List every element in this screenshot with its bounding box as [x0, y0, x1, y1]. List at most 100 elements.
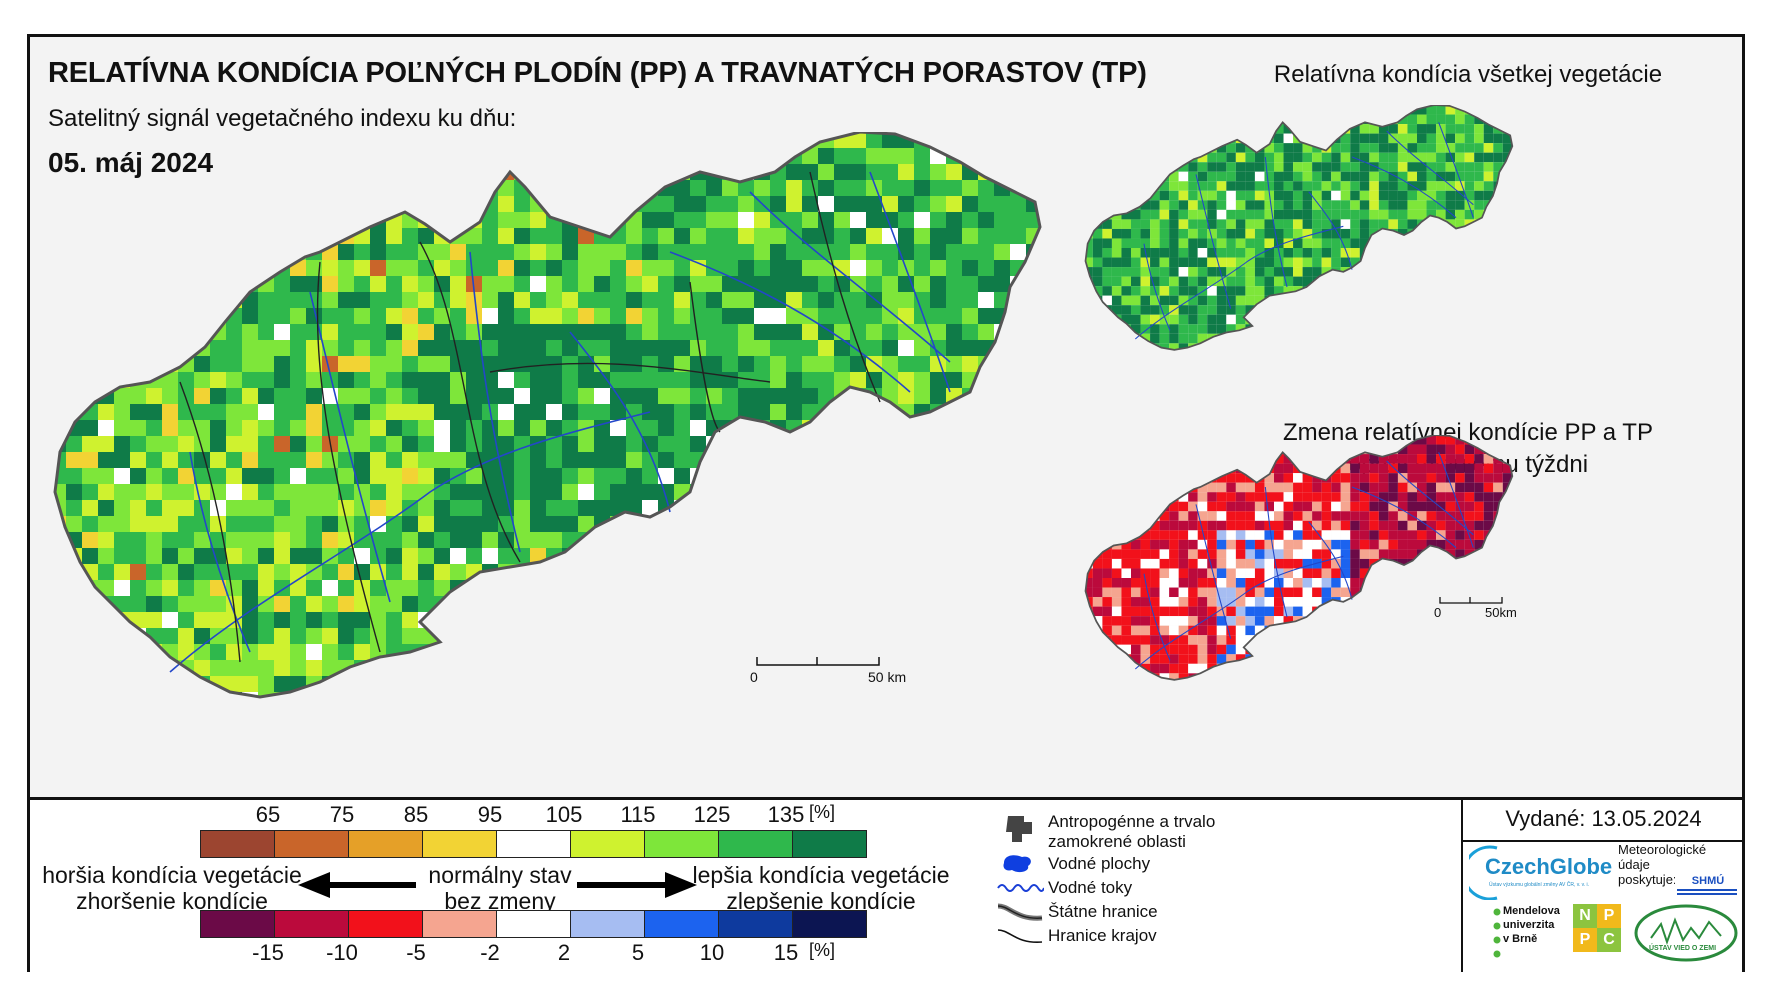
- chg-ticks-3: -2: [480, 940, 500, 965]
- mendelu-line2: univerzita: [1503, 919, 1555, 931]
- cond-ticks-1: 75: [329, 802, 355, 827]
- water-courses-label: Vodné toky: [1048, 878, 1133, 897]
- legend-area: 65 75 85 95 105 115 125 135 [%] horšia kondícia …: [30, 797, 1744, 972]
- legend-normal-line2: bez zmeny: [444, 888, 556, 914]
- region-borders-label: Hranice krajov: [1048, 926, 1157, 945]
- state-borders-label: Štátne hranice: [1048, 902, 1158, 921]
- cond-bar-swatch-1: [275, 831, 349, 857]
- chg-ticks-8: [%]: [808, 940, 835, 960]
- uvz-logo: [1634, 904, 1738, 962]
- cond-ticks-5: 115: [620, 802, 656, 827]
- inset-scalebar-end: 50km: [1485, 605, 1517, 620]
- cond-bar-swatch-8: [793, 831, 866, 857]
- region-border-icon: [997, 929, 1043, 943]
- shmu-caption: Meteorologické údaje poskytuje:: [1618, 842, 1706, 887]
- cond-bar-swatch-2: [349, 831, 423, 857]
- state-border-icon: [997, 903, 1043, 921]
- anthropogenic-area-icon: [1006, 816, 1032, 842]
- uvz-logo-text: ÚSTAV VIED O ZEMI: [1649, 945, 1717, 952]
- chg-bar-swatch-2: [349, 911, 423, 937]
- chg-ticks-7: 15: [773, 940, 799, 965]
- water-course-icon: [997, 884, 1044, 892]
- inset-scalebar-zero: 0: [1434, 605, 1442, 620]
- legend-better-text: lepšia kondícia vegetácie zlepšenie kond…: [690, 862, 952, 914]
- legend-better-line2: zlepšenie kondície: [726, 888, 916, 914]
- map-area: RELATÍVNA KONDÍCIA POĽNÝCH PLODÍN (PP) A…: [30, 37, 1742, 797]
- change-color-bar: [200, 910, 867, 938]
- mendelu-logo: Mendelova univerzita v Brně: [1503, 904, 1560, 946]
- legend-normal-text: normálny stav bez zmeny: [415, 862, 585, 914]
- main-scalebar-end: 50 km: [868, 669, 907, 685]
- legend-normal-line1: normálny stav: [428, 862, 572, 888]
- chg-ticks-2: -5: [406, 940, 426, 965]
- cond-bar-swatch-0: [201, 831, 275, 857]
- chg-ticks-6: 10: [699, 940, 725, 965]
- chg-ticks-1: -10: [326, 940, 358, 965]
- inset-scalebar: [1439, 597, 1503, 604]
- weekly-change-inset-map: [1084, 435, 1514, 681]
- water-body-icon: [1003, 855, 1031, 873]
- cond-ticks-4: 105: [545, 802, 583, 827]
- legend-better-line1: lepšia kondícia vegetácie: [692, 862, 950, 888]
- mendelu-dots-icon: [1493, 908, 1501, 958]
- chg-bar-swatch-0: [201, 911, 275, 937]
- cond-ticks-3: 95: [477, 802, 503, 827]
- main-condition-map: [53, 132, 1042, 699]
- map-frame: RELATÍVNA KONDÍCIA POĽNÝCH PLODÍN (PP) A…: [27, 34, 1745, 972]
- czechglobe-logo-subtext: Ústav výzkumu globální změny AV ČR, v. v…: [1489, 882, 1590, 888]
- czechglobe-logo-text: CzechGlobe: [1485, 854, 1613, 879]
- arrow-left-icon: [298, 872, 416, 898]
- nppc-letter-c: C: [1597, 928, 1621, 952]
- inset-all-vegetation-title: Relatívna kondícia všetkej vegetácie: [1273, 61, 1663, 88]
- chg-ticks-5: 5: [631, 940, 645, 965]
- map-title: RELATÍVNA KONDÍCIA POĽNÝCH PLODÍN (PP) A…: [48, 57, 1147, 89]
- map-subtitle: Satelitný signál vegetačného indexu ku d…: [48, 105, 517, 132]
- nppc-letter-n: N: [1573, 904, 1597, 928]
- cond-bar-swatch-6: [645, 831, 719, 857]
- cond-bar-swatch-3: [423, 831, 497, 857]
- anthropogenic-label: Antropogénne a trvalo zamokrené oblasti: [1048, 812, 1215, 852]
- legend-worse-line1: horšia kondícia vegetácie: [42, 862, 302, 888]
- shmu-caption-line3: poskytuje:: [1618, 872, 1677, 887]
- shmu-caption-line2: údaje: [1618, 857, 1650, 872]
- anthropogenic-line2: zamokrené oblasti: [1048, 832, 1186, 851]
- chg-bar-swatch-1: [275, 911, 349, 937]
- chg-bar-swatch-4: [497, 911, 571, 937]
- cond-bar-swatch-5: [571, 831, 645, 857]
- issued-date: Vydané: 13.05.2024: [1461, 800, 1744, 842]
- water-bodies-label: Vodné plochy: [1048, 854, 1151, 873]
- nppc-logo: N P P C: [1573, 904, 1621, 952]
- cond-ticks-0: 65: [255, 802, 281, 827]
- main-scalebar-zero: 0: [750, 669, 758, 685]
- mendelu-line1: Mendelova: [1503, 905, 1560, 917]
- inset-change-title-line1: Zmena relatívnej kondície PP a TP: [1283, 419, 1653, 446]
- cond-ticks-8: [%]: [808, 802, 835, 822]
- mendelu-line3: v Brně: [1503, 933, 1538, 945]
- chg-ticks-0: -15: [252, 940, 284, 965]
- legend-worse-text: horšia kondícia vegetácie zhoršenie kond…: [42, 862, 302, 914]
- all-vegetation-inset-map: [1084, 105, 1514, 351]
- anthropogenic-line1: Antropogénne a trvalo: [1048, 812, 1216, 831]
- chg-bar-swatch-6: [645, 911, 719, 937]
- cond-bar-swatch-4: [497, 831, 571, 857]
- condition-color-bar: [200, 830, 867, 858]
- shmu-logo: [1675, 874, 1739, 896]
- main-scalebar: [756, 657, 880, 666]
- chg-bar-swatch-3: [423, 911, 497, 937]
- shmu-caption-line1: Meteorologické: [1618, 842, 1707, 857]
- map-date: 05. máj 2024: [48, 147, 214, 178]
- chg-ticks-4: 2: [557, 940, 571, 965]
- chg-bar-swatch-7: [719, 911, 793, 937]
- cond-bar-swatch-7: [719, 831, 793, 857]
- cond-ticks-7: 135: [767, 802, 805, 827]
- chg-bar-swatch-5: [571, 911, 645, 937]
- legend-worse-line2: zhoršenie kondície: [76, 888, 268, 914]
- cond-ticks-6: 125: [693, 802, 731, 827]
- nppc-letter-p2: P: [1573, 928, 1597, 952]
- arrow-right-icon: [577, 872, 697, 898]
- czechglobe-logo: [1469, 845, 1498, 900]
- chg-bar-swatch-8: [793, 911, 866, 937]
- cond-ticks-2: 85: [403, 802, 429, 827]
- nppc-letter-p1: P: [1597, 904, 1621, 928]
- shmu-logo-text: SHMÚ: [1691, 875, 1725, 887]
